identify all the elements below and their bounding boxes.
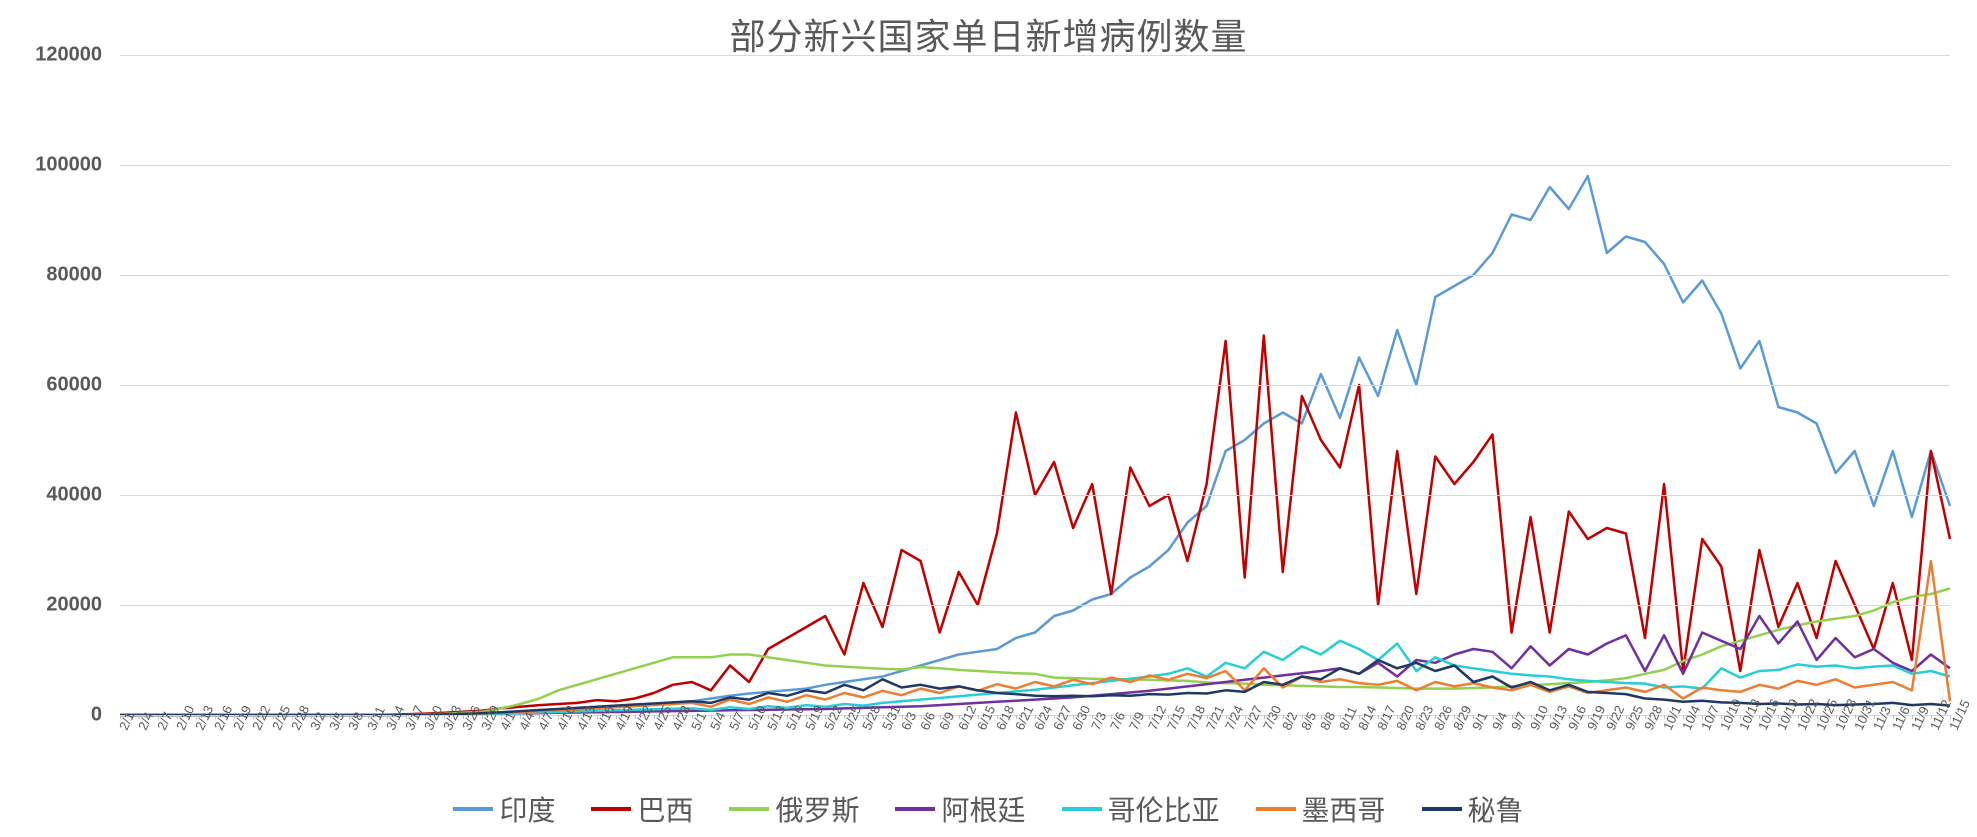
legend-label: 阿根廷 xyxy=(941,789,1025,829)
y-tick-label: 100000 xyxy=(35,154,102,177)
legend-label: 墨西哥 xyxy=(1302,789,1386,829)
legend-item: 印度 xyxy=(453,789,555,829)
y-tick-label: 60000 xyxy=(46,374,102,397)
legend-swatch xyxy=(1062,807,1102,811)
legend-swatch xyxy=(1422,807,1462,811)
legend-swatch xyxy=(453,807,493,811)
legend-swatch xyxy=(895,807,935,811)
legend-label: 印度 xyxy=(499,789,555,829)
plot-area xyxy=(120,55,1950,715)
legend-item: 巴西 xyxy=(591,789,693,829)
y-tick-label: 20000 xyxy=(46,594,102,617)
y-tick-label: 120000 xyxy=(35,44,102,67)
legend-label: 秘鲁 xyxy=(1468,789,1524,829)
legend-label: 巴西 xyxy=(637,789,693,829)
legend-item: 阿根廷 xyxy=(895,789,1025,829)
series-line xyxy=(120,176,1950,715)
legend-item: 秘鲁 xyxy=(1422,789,1524,829)
gridline xyxy=(120,275,1950,276)
gridline xyxy=(120,165,1950,166)
legend-swatch xyxy=(1256,807,1296,811)
x-axis: 2/12/42/72/102/132/162/192/222/252/283/2… xyxy=(120,720,1950,780)
legend-swatch xyxy=(591,807,631,811)
legend: 印度 巴西 俄罗斯 阿根廷 哥伦比亚 墨西哥 秘鲁 xyxy=(0,789,1977,829)
gridline xyxy=(120,385,1950,386)
y-tick-label: 0 xyxy=(91,704,102,727)
y-tick-label: 40000 xyxy=(46,484,102,507)
legend-swatch xyxy=(729,807,769,811)
legend-label: 俄罗斯 xyxy=(775,789,859,829)
chart-title: 部分新兴国家单日新增病例数量 xyxy=(0,0,1977,60)
legend-item: 墨西哥 xyxy=(1256,789,1386,829)
gridline xyxy=(120,55,1950,56)
legend-item: 俄罗斯 xyxy=(729,789,859,829)
gridline xyxy=(120,605,1950,606)
y-axis: 020000400006000080000100000120000 xyxy=(0,55,110,715)
chart-container: 部分新兴国家单日新增病例数量 0 20000 40000 60000 80000 1000… xyxy=(0,0,1977,837)
gridline xyxy=(120,495,1950,496)
legend-item: 哥伦比亚 xyxy=(1062,789,1220,829)
legend-label: 哥伦比亚 xyxy=(1108,789,1220,829)
y-tick-label: 80000 xyxy=(46,264,102,287)
